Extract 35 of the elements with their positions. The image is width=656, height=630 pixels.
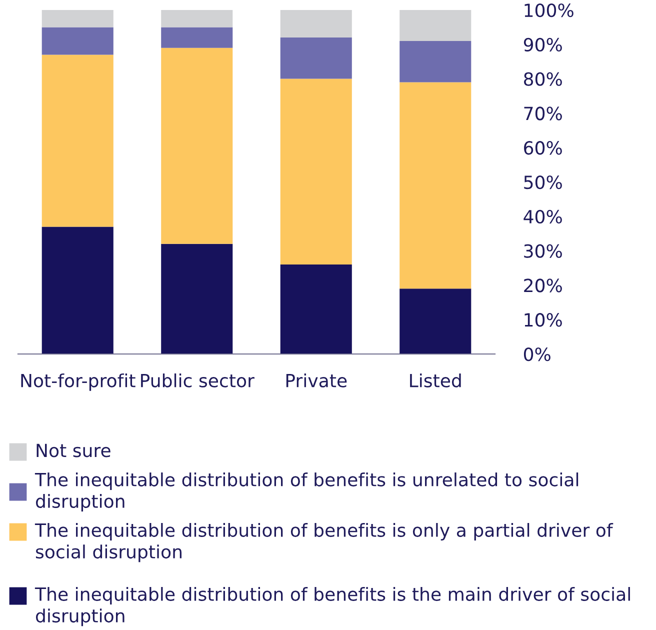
bar xyxy=(280,38,352,79)
bar xyxy=(42,10,114,28)
bar xyxy=(161,10,233,28)
y-tick-label: 60% xyxy=(524,141,562,155)
y-tick-label: 90% xyxy=(524,38,562,52)
bar xyxy=(161,244,233,354)
legend-label: The inequitable distribution of benefits is the main driver of social disruption xyxy=(34,587,630,626)
x-tick-label: Public sector xyxy=(141,373,254,388)
bar xyxy=(161,27,233,48)
bar xyxy=(400,40,472,82)
y-tick-label: 80% xyxy=(524,72,562,86)
x-tick-label: Not-for-profit xyxy=(21,373,136,391)
legend-label: Not sure xyxy=(36,444,110,458)
bar xyxy=(400,10,472,41)
bar xyxy=(280,264,352,354)
y-tick-label: 10% xyxy=(524,313,562,327)
y-tick-label: 30% xyxy=(524,244,562,258)
y-tick-label: 0% xyxy=(524,347,550,362)
y-tick-label: 100% xyxy=(524,3,574,18)
y-tick-label: 50% xyxy=(524,175,562,190)
bar xyxy=(280,10,352,38)
legend-label: The inequitable distribution of benefits is only a partial driver of social disruption xyxy=(34,523,614,562)
bar xyxy=(42,226,114,354)
bar xyxy=(280,78,352,265)
bar xyxy=(400,288,472,354)
y-tick-label: 40% xyxy=(524,210,562,224)
bar xyxy=(42,27,114,55)
legend-label: The inequitable distribution of benefits is unrelated to social disruption xyxy=(34,472,578,512)
y-tick-label: 70% xyxy=(524,106,562,120)
y-tick-label: 20% xyxy=(524,278,562,292)
bar xyxy=(400,82,472,289)
bar xyxy=(42,54,114,227)
x-tick-label: Private xyxy=(286,373,347,388)
x-tick-label: Listed xyxy=(410,373,461,388)
bar xyxy=(161,48,233,244)
